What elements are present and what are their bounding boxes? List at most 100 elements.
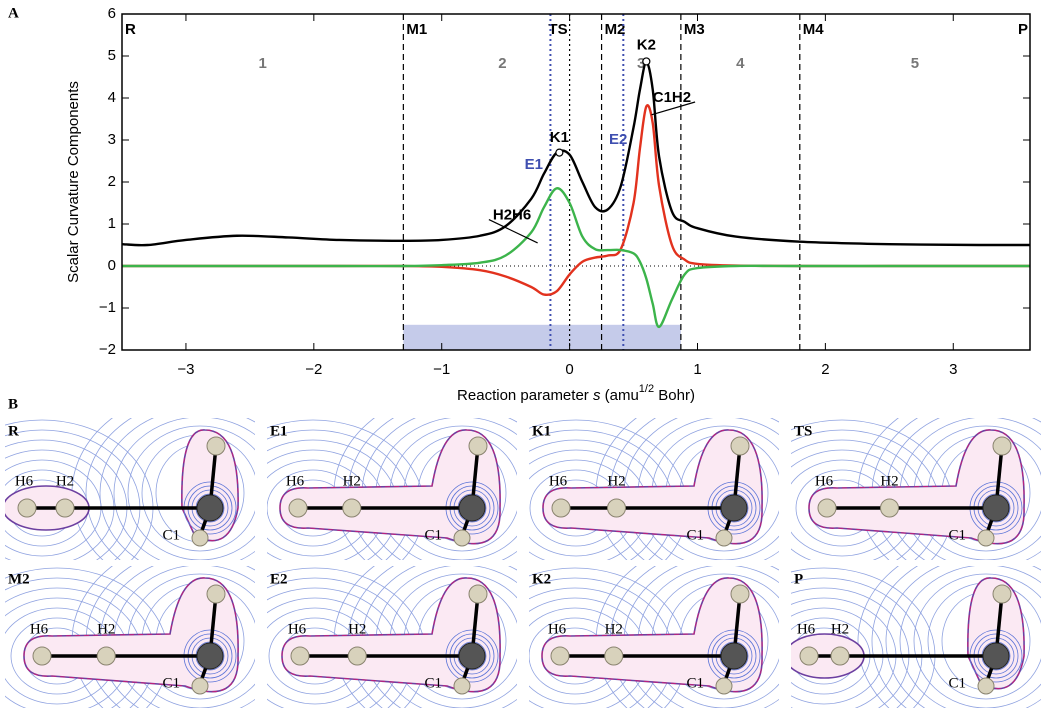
state-label: P <box>794 571 803 587</box>
y-tick-label: 6 <box>108 5 116 22</box>
atom <box>982 642 1010 670</box>
state-image <box>267 566 517 708</box>
x-tick-label: −2 <box>305 361 322 378</box>
atom <box>730 436 750 456</box>
annotation: E2 <box>609 131 627 148</box>
state-label: M2 <box>8 571 30 587</box>
contour <box>913 573 1041 708</box>
x-axis-label-part: Bohr) <box>654 387 695 404</box>
reference-label: TS <box>548 21 567 38</box>
contour <box>885 566 1041 708</box>
y-tick-label: 2 <box>108 173 116 190</box>
atom-label: H6 <box>286 473 305 489</box>
atom <box>720 642 748 670</box>
atom <box>288 498 308 518</box>
atom <box>347 646 367 666</box>
annotation: E1 <box>525 156 543 173</box>
y-tick-label: −2 <box>99 341 116 358</box>
atom-label: H6 <box>797 621 816 637</box>
atom <box>550 646 570 666</box>
state-panel: TS H6 H2 C1 <box>791 418 1041 560</box>
atom-label: H6 <box>815 473 834 489</box>
atom <box>191 677 209 695</box>
x-axis-label-part: 1/2 <box>639 383 654 395</box>
region-label: 2 <box>498 55 506 72</box>
annotation: H2H6 <box>493 207 531 224</box>
atom <box>55 498 75 518</box>
y-axis-label: Scalar Curvature Components <box>65 81 82 283</box>
atom <box>206 436 226 456</box>
atom <box>977 529 995 547</box>
region-label: 3 <box>637 55 645 72</box>
atom <box>191 529 209 547</box>
peak-marker <box>555 148 564 157</box>
atom-label: C1 <box>424 675 442 691</box>
atom <box>730 584 750 604</box>
annotation-arrow <box>488 219 538 244</box>
state-label: E2 <box>270 571 288 587</box>
y-tick-label: 3 <box>108 131 116 148</box>
state-label: K1 <box>532 423 551 439</box>
reference-label: M4 <box>803 21 824 38</box>
density-basin <box>542 429 763 545</box>
density-basin <box>279 429 501 545</box>
x-axis-label: Reaction parameter s (amu1/2 Bohr) <box>457 383 695 404</box>
x-tick-label: 2 <box>821 361 829 378</box>
x-tick-label: −1 <box>433 361 450 378</box>
state-panel: P H6 H2 C1 <box>791 566 1041 708</box>
atom-label: H2 <box>607 473 625 489</box>
atom-label: H6 <box>30 621 49 637</box>
x-tick-label: 3 <box>949 361 957 378</box>
y-tick-label: 1 <box>108 215 116 232</box>
atom <box>992 584 1012 604</box>
state-image <box>529 418 779 560</box>
contour <box>871 566 919 708</box>
atom-label: C1 <box>686 527 704 543</box>
x-tick-label: 1 <box>693 361 701 378</box>
atom-label: C1 <box>948 527 966 543</box>
atom-label: C1 <box>162 527 180 543</box>
contour <box>85 418 133 560</box>
y-tick-label: −1 <box>99 299 116 316</box>
peak-marker <box>642 57 651 66</box>
state-label: R <box>8 423 19 439</box>
density-basin <box>181 429 239 541</box>
atom <box>458 494 486 522</box>
atom-label: C1 <box>948 675 966 691</box>
region-label: 5 <box>911 55 919 72</box>
atom <box>196 494 224 522</box>
series-line <box>122 187 1030 329</box>
density-basin <box>541 577 763 693</box>
state-label: K2 <box>532 571 551 587</box>
atom <box>468 584 488 604</box>
state-panel: K1 H6 H2 C1 <box>529 418 779 560</box>
annotation: C1H2 <box>653 89 691 106</box>
atom <box>817 498 837 518</box>
atom-label: H2 <box>343 473 361 489</box>
atom <box>206 584 226 604</box>
atom-label: H2 <box>831 621 849 637</box>
plot-frame <box>121 13 1031 351</box>
annotation: K1 <box>550 129 569 146</box>
atom-label: H6 <box>549 473 568 489</box>
atom-label: H6 <box>288 621 307 637</box>
density-basin <box>967 577 1025 689</box>
contour <box>99 418 255 560</box>
annotation: K2 <box>637 36 656 53</box>
atom <box>715 677 733 695</box>
atom <box>799 646 819 666</box>
atom <box>342 498 362 518</box>
state-label: TS <box>794 423 812 439</box>
atom <box>458 642 486 670</box>
atom-label: H6 <box>548 621 567 637</box>
atom <box>96 646 116 666</box>
density-basin <box>808 429 1025 545</box>
atom <box>17 498 37 518</box>
state-label: E1 <box>270 423 288 439</box>
y-tick-label: 5 <box>108 47 116 64</box>
atom <box>604 646 624 666</box>
atom <box>551 498 571 518</box>
region-label: 1 <box>259 55 267 72</box>
atom <box>977 677 995 695</box>
atom <box>830 646 850 666</box>
